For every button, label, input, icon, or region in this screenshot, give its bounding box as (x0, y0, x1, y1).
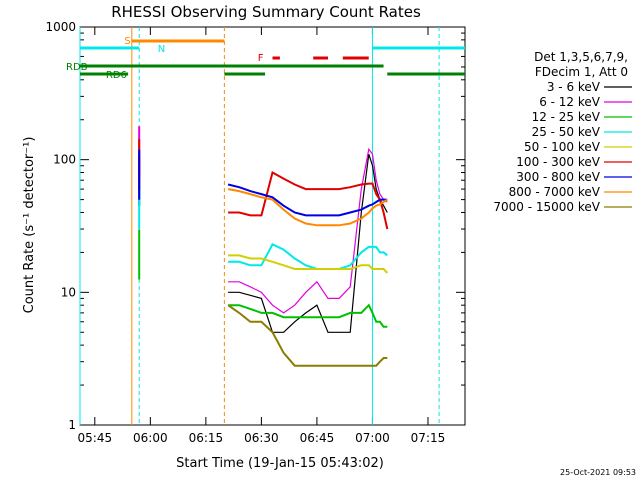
state-flags: S N F RDB RD6 (66, 27, 465, 425)
series-line-6-12-kev (228, 147, 388, 314)
flag-label: N (158, 44, 165, 55)
series-line-100-300-kev (228, 171, 389, 230)
footer-date: 25-Oct-2021 09:53 (560, 468, 636, 477)
series-line-50-100-kev (228, 254, 389, 274)
legend-label: 7000 - 15000 keV (493, 200, 600, 214)
legend-label: 25 - 50 keV (532, 125, 601, 139)
y-tick-label: 100 (53, 153, 76, 167)
x-tick-label: 07:15 (411, 431, 446, 445)
flag-label: S (124, 36, 130, 47)
y-tick-label: 1 (68, 418, 76, 432)
x-tick-label: 06:15 (189, 431, 224, 445)
legend-header-line-2: FDecim 1, Att 0 (535, 65, 628, 79)
y-tick-label: 10 (61, 285, 76, 299)
series-line-800-7000-kev (227, 188, 388, 227)
flag-label: RDB (66, 62, 88, 73)
y-axis-label: Count Rate (s⁻¹ detector⁻¹) (22, 137, 37, 314)
legend-header-line-1: Det 1,3,5,6,7,9, (534, 50, 628, 64)
series-lines (138, 126, 389, 367)
x-tick-label: 06:00 (133, 431, 168, 445)
axis-ticks: 05:45 06:00 06:15 06:30 06:45 07:00 07:15 1 10 10… (45, 20, 465, 445)
x-tick-label: 05:45 (78, 431, 113, 445)
x-tick-label: 06:30 (244, 431, 279, 445)
chart-title: RHESSI Observing Summary Count Rates (111, 3, 421, 21)
flag-label: F (258, 53, 264, 64)
flag-label: RD6 (106, 70, 127, 81)
series-line-12-25-kev (228, 303, 388, 328)
x-tick-label: 06:45 (300, 431, 335, 445)
legend-label: 50 - 100 keV (524, 140, 601, 154)
series-line-300-800-kev (227, 183, 388, 217)
legend-label: 12 - 25 keV (532, 110, 601, 124)
series-line-7000-15000-kev (227, 304, 388, 367)
plot-border (79, 26, 466, 426)
legend-label: 100 - 300 keV (516, 155, 600, 169)
legend-label: 800 - 7000 keV (509, 185, 601, 199)
plot-frame (79, 26, 466, 426)
x-tick-label: 07:00 (355, 431, 390, 445)
legend-label: 300 - 800 keV (516, 170, 600, 184)
x-axis-label: Start Time (19-Jan-15 05:43:02) (176, 456, 384, 471)
legend-label: 3 - 6 keV (547, 80, 601, 94)
chart-text: RHESSI Observing Summary Count Rates Sta… (22, 3, 636, 477)
y-tick-label: 1000 (45, 20, 76, 34)
legend-label: 6 - 12 keV (539, 95, 601, 109)
series-line-3-6-kev (228, 154, 388, 333)
